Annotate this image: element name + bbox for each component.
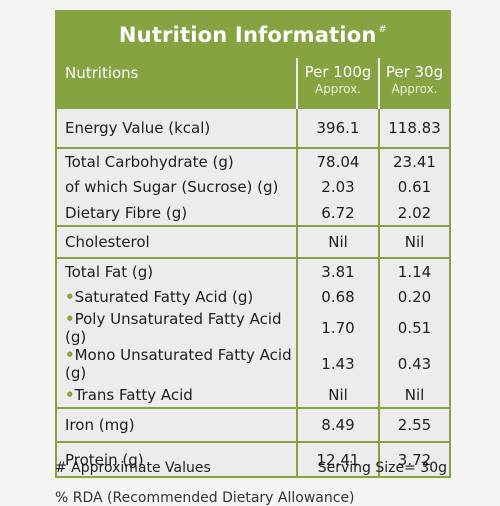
nutrient-label: Protein (g) (65, 450, 144, 469)
nutrition-panel: Nutrition Information # Nutritions Per 10… (55, 10, 451, 478)
nutrient-label: Saturated Fatty Acid (g) (74, 288, 254, 306)
table-row: Dietary Fibre (g) 6.72 2.02 (57, 200, 449, 226)
header-per-30g-approx: Approx. (391, 82, 438, 96)
panel-title: Nutrition Information # (57, 12, 449, 58)
table-row: •Mono Unsaturated Fatty Acid (g) 1.43 0.43 (57, 346, 449, 382)
value-per-100g: 78.04 (296, 147, 379, 174)
value-per-100g: 8.49 (296, 407, 379, 442)
nutrient-label: Cholesterol (65, 233, 150, 251)
nutrient-label: Mono Unsaturated Fatty Acid (g) (65, 346, 292, 382)
bullet-icon: • (65, 346, 75, 364)
nutrient-label: of which Sugar (Sucrose) (g) (65, 178, 279, 196)
nutrient-name: Cholesterol (57, 225, 297, 258)
table-row: •Poly Unsaturated Fatty Acid (g) 1.70 0.51 (57, 310, 449, 346)
nutrient-label: Trans Fatty Acid (74, 385, 193, 404)
value-per-30g: Nil (378, 225, 449, 258)
value-per-100g: 6.72 (296, 200, 379, 226)
nutrient-label: Dietary Fibre (g) (65, 203, 188, 222)
serving-size: Serving Size= 30g (317, 460, 447, 476)
value-per-100g: 2.03 (296, 174, 379, 200)
value-per-30g: 0.43 (378, 346, 449, 382)
nutrient-label: Total Carbohydrate (g) (65, 152, 234, 171)
header-nutritions: Nutritions (65, 64, 139, 82)
table-row: Protein (g) 12.41 3.72 (57, 441, 449, 476)
value-per-100g: 1.70 (296, 310, 379, 346)
bullet-icon: • (65, 385, 75, 404)
bullet-icon: • (65, 288, 75, 306)
title-text: Nutrition Information (118, 23, 377, 47)
nutrient-name: •Mono Unsaturated Fatty Acid (g) (57, 346, 297, 382)
nutrient-label: Total Fat (g) (65, 262, 154, 281)
value-per-100g: 1.43 (296, 346, 379, 382)
value-per-30g: 118.83 (378, 107, 449, 148)
header-per-100g: Per 100g Approx. (296, 58, 379, 108)
table-row: Energy Value (kcal) 396.1 118.83 (57, 107, 449, 148)
table-row: Iron (mg) 8.49 2.55 (57, 407, 449, 442)
value-per-100g: 3.81 (296, 257, 379, 284)
table-row: •Saturated Fatty Acid (g) 0.68 0.20 (57, 284, 449, 310)
cutoff-note: % RDA (Recommended Dietary Allowance) (55, 490, 355, 506)
header-per-100g-approx: Approx. (314, 82, 361, 96)
nutrient-name: Total Fat (g) (57, 257, 297, 284)
nutrient-label: Poly Unsaturated Fatty Acid (g) (65, 310, 282, 346)
nutrient-name: Dietary Fibre (g) (57, 200, 297, 226)
header-per-100g-label: Per 100g (304, 63, 372, 81)
title-mark: # (378, 23, 388, 35)
nutrient-name: Protein (g) (57, 441, 297, 476)
nutrient-name: Energy Value (kcal) (57, 107, 297, 148)
value-per-30g: 0.51 (378, 310, 449, 346)
nutrient-name: •Saturated Fatty Acid (g) (57, 284, 297, 310)
nutrient-name: •Trans Fatty Acid (57, 382, 297, 408)
nutrient-name: of which Sugar (Sucrose) (g) (57, 174, 297, 200)
table-row: Cholesterol Nil Nil (57, 225, 449, 258)
value-per-30g: 0.20 (378, 284, 449, 310)
value-per-30g: 3.72 (378, 441, 449, 476)
nutrient-label: Iron (mg) (65, 416, 135, 434)
footer-row: # Approximate Values Serving Size= 30g (55, 460, 447, 476)
value-per-100g: 0.68 (296, 284, 379, 310)
nutrient-name: Iron (mg) (57, 407, 297, 442)
nutrition-table: Nutritions Per 100g Approx. Per 30g Appr… (57, 58, 449, 476)
table-row: •Trans Fatty Acid Nil Nil (57, 382, 449, 408)
table-row: Total Carbohydrate (g) 78.04 23.41 (57, 147, 449, 174)
footnote: # Approximate Values (55, 460, 211, 476)
header-per-30g-label: Per 30g (385, 63, 444, 81)
table-header-row: Nutritions Per 100g Approx. Per 30g Appr… (57, 58, 449, 108)
table-row: Total Fat (g) 3.81 1.14 (57, 257, 449, 284)
value-per-30g: 2.55 (378, 407, 449, 442)
value-per-30g: 2.02 (378, 200, 449, 226)
value-per-100g: 12.41 (296, 441, 379, 476)
nutrient-label: Energy Value (kcal) (65, 119, 211, 137)
value-per-100g: 396.1 (296, 107, 379, 148)
table-body: Energy Value (kcal) 396.1 118.83 Total Carb… (57, 107, 449, 476)
nutrient-name: •Poly Unsaturated Fatty Acid (g) (57, 310, 297, 346)
bullet-icon: • (65, 310, 75, 328)
header-per-30g: Per 30g Approx. (378, 58, 449, 108)
table-row: of which Sugar (Sucrose) (g) 2.03 0.61 (57, 174, 449, 200)
value-per-30g: 23.41 (378, 147, 449, 174)
value-per-100g: Nil (296, 225, 379, 258)
value-per-30g: 1.14 (378, 257, 449, 284)
value-per-30g: Nil (378, 382, 449, 408)
nutrient-name: Total Carbohydrate (g) (57, 147, 297, 174)
value-per-100g: Nil (296, 382, 379, 408)
value-per-30g: 0.61 (378, 174, 449, 200)
